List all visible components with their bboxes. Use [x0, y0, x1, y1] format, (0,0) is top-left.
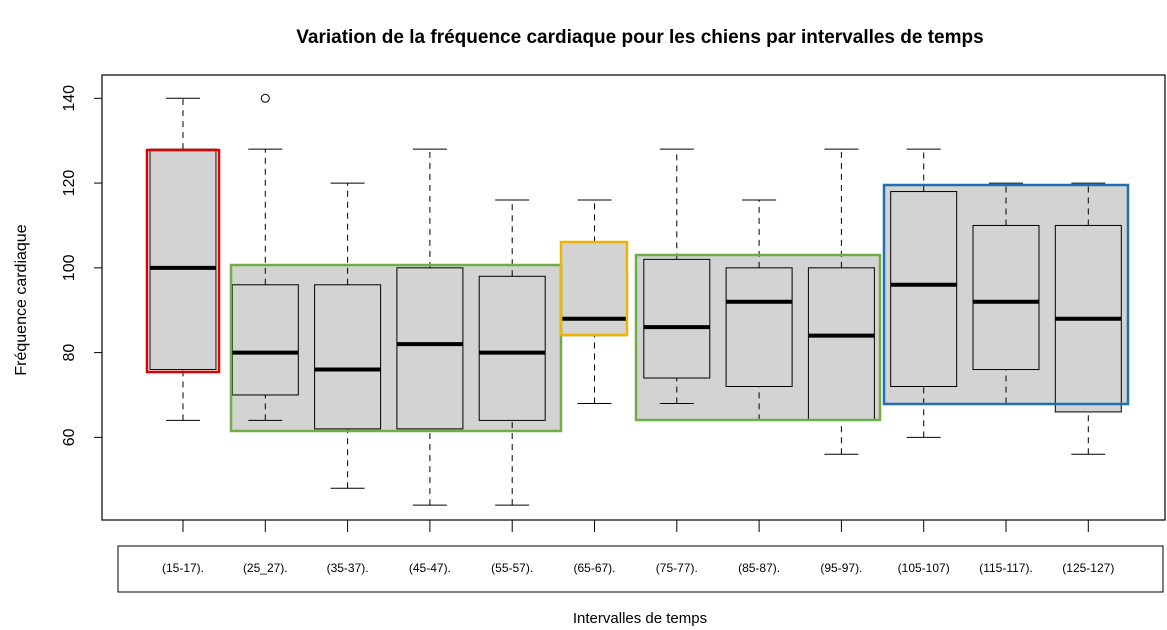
y-axis-title: Fréquence cardiaque — [13, 224, 30, 375]
box — [807, 267, 875, 421]
y-tick-label: 60 — [61, 428, 78, 446]
box — [314, 284, 382, 430]
chart-title: Variation de la fréquence cardiaque pour… — [296, 27, 983, 48]
y-tick-label: 140 — [61, 85, 78, 112]
x-tick-label: (15-17). — [162, 561, 204, 575]
x-tick-label: (55-57). — [491, 561, 533, 575]
highlight-frame — [634, 253, 882, 422]
box — [396, 267, 464, 430]
box — [890, 191, 958, 387]
x-tick-label: (65-67). — [573, 561, 615, 575]
x-tick-label: (35-37). — [327, 561, 369, 575]
label-frame — [117, 545, 1164, 593]
x-tick-label: (85-87). — [738, 561, 780, 575]
box — [972, 224, 1040, 371]
y-tick-label: 80 — [61, 344, 78, 362]
y-tick-label: 100 — [61, 254, 78, 281]
x-tick-label: (115-117). — [979, 561, 1033, 575]
box — [643, 258, 711, 379]
highlight-frame — [559, 240, 629, 337]
box — [478, 275, 546, 421]
x-tick-label: (25_27). — [243, 561, 288, 575]
y-tick-label: 120 — [61, 170, 78, 197]
x-tick-label: (125-127) — [1062, 561, 1114, 575]
box — [149, 148, 217, 371]
outlier — [260, 93, 270, 103]
highlight-frame — [229, 263, 563, 433]
highlight-frame — [882, 183, 1130, 406]
x-tick-label: (95-97). — [820, 561, 862, 575]
box — [561, 241, 628, 337]
x-tick-label: (105-107) — [898, 561, 950, 575]
x-tick-label: (75-77). — [656, 561, 698, 575]
x-tick-label: (45-47). — [409, 561, 451, 575]
box — [725, 267, 793, 388]
highlight-frame — [145, 148, 221, 374]
x-axis-title: Intervalles de temps — [573, 610, 707, 627]
box — [231, 284, 299, 396]
